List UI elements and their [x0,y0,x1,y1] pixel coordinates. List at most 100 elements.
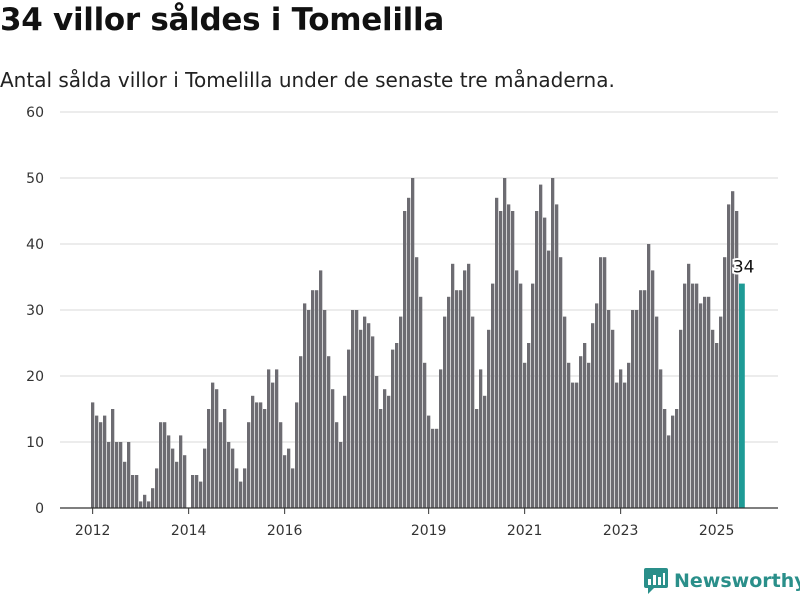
x-tick-label: 2016 [267,523,303,539]
bar [131,475,135,508]
bar [575,382,579,508]
x-axis: 2012 2014 2016 2019 2021 2023 2025 [60,507,778,539]
brand-name: Newsworthy [674,570,800,592]
bar [111,409,115,508]
bar [447,296,451,508]
bar [119,442,123,508]
y-tick-label: 30 [26,303,44,319]
bar [443,316,447,508]
bar [643,290,647,508]
bar [311,290,315,508]
bar [307,310,311,508]
y-tick-label: 60 [26,105,44,121]
bar [323,310,327,508]
bar [191,475,195,508]
bar [735,211,739,508]
bar [151,488,155,508]
bar [551,178,555,508]
bar [495,197,499,509]
bar [143,494,147,508]
bar [435,428,439,508]
bar [587,362,591,508]
bar [651,270,655,508]
bar [387,395,391,508]
data-label-latest: 34 [733,258,755,278]
bar [211,382,215,508]
bar [327,356,331,508]
bar [695,283,699,508]
newsworthy-brand[interactable]: Newsworthy [644,568,800,594]
chart-title: 34 villor såldes i Tomelilla [0,2,444,38]
bar [139,501,143,508]
bar [263,409,267,508]
bar [579,356,583,508]
x-tick-label: 2012 [75,523,111,539]
bar [259,402,263,508]
bar [647,244,651,508]
bar [571,382,575,508]
bar [351,310,355,508]
bar [355,310,359,508]
bar [231,448,235,508]
bar [655,316,659,508]
bar [275,369,279,508]
bar [671,415,675,508]
y-tick-label: 10 [26,435,44,451]
bar [403,211,407,508]
bar [727,204,731,508]
bar [515,270,519,508]
data-labels: 34 [731,256,757,280]
bar [595,303,599,508]
bar [215,389,219,508]
bar [731,191,735,508]
bar [599,257,603,508]
bar [639,290,643,508]
bar [171,448,175,508]
bar [319,270,323,508]
bar [155,468,159,508]
chart-subtitle: Antal sålda villor i Tomelilla under de … [0,68,615,92]
bar [423,362,427,508]
bar [415,257,419,508]
bar [707,296,711,508]
bar [159,422,163,508]
bar [635,310,639,508]
bar [419,296,423,508]
bar [519,283,523,508]
bar [255,402,259,508]
bar [347,349,351,508]
bar [487,329,491,508]
bar [303,303,307,508]
bar [127,442,131,508]
bar [399,316,403,508]
x-tick-label: 2023 [603,523,639,539]
bar [703,296,707,508]
bar [235,468,239,508]
x-tick-label: 2014 [171,523,207,539]
bar [663,409,667,508]
x-tick-label: 2019 [411,523,447,539]
bar [243,468,247,508]
bar [667,435,671,508]
bar-highlight [739,283,745,508]
bar [719,316,723,508]
bar [535,211,539,508]
bar [507,204,511,508]
bar [203,448,207,508]
bar [603,257,607,508]
bar [531,283,535,508]
bar [483,395,487,508]
bar [391,349,395,508]
y-tick-label: 20 [26,369,44,385]
bar [287,448,291,508]
bar [251,395,255,508]
bar [467,263,471,508]
bar [183,455,187,508]
bar [267,369,271,508]
bar [95,415,99,508]
bar [175,461,179,508]
bar [271,382,275,508]
bar [299,356,303,508]
bar [407,197,411,509]
